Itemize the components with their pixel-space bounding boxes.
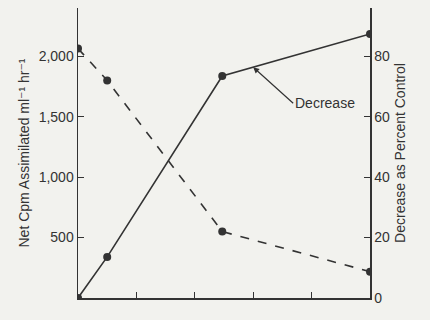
svg-text:80: 80 bbox=[374, 48, 390, 64]
svg-text:1,500: 1,500 bbox=[39, 109, 74, 125]
svg-text:40: 40 bbox=[374, 169, 390, 185]
svg-text:500: 500 bbox=[50, 229, 74, 245]
svg-text:20: 20 bbox=[374, 229, 390, 245]
svg-text:2,000: 2,000 bbox=[39, 48, 74, 64]
svg-text:60: 60 bbox=[374, 109, 390, 125]
svg-text:Decrease as Percent Control: Decrease as Percent Control bbox=[392, 63, 408, 243]
svg-text:0: 0 bbox=[374, 290, 382, 306]
svg-text:Net Cpm Assimilated ml⁻¹ hr⁻¹: Net Cpm Assimilated ml⁻¹ hr⁻¹ bbox=[16, 58, 32, 247]
svg-text:1,000: 1,000 bbox=[39, 169, 74, 185]
svg-text:Decrease: Decrease bbox=[295, 95, 355, 111]
